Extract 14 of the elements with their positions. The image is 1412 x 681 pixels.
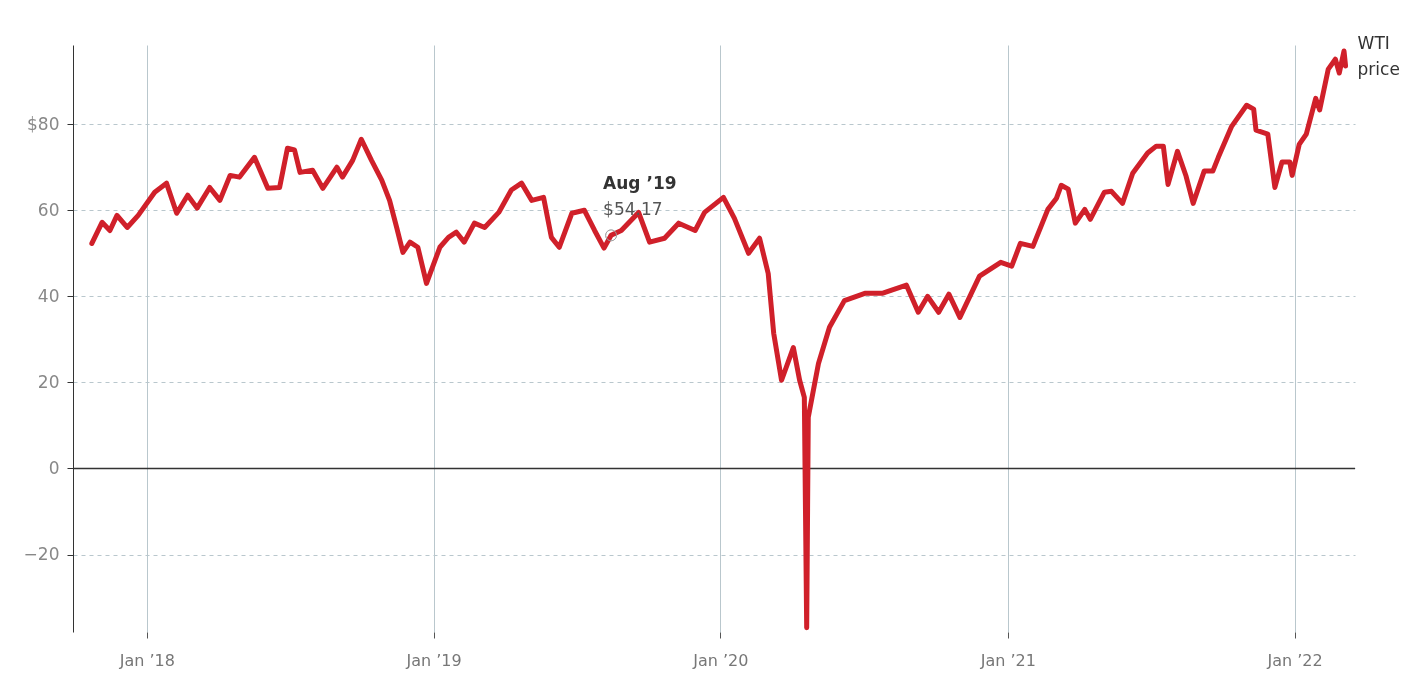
y-tick-label: 20: [37, 371, 60, 392]
y-tick-label: 60: [37, 199, 60, 220]
x-tick-label: Jan ’19: [405, 650, 462, 670]
annotation: Aug ’19: [603, 173, 677, 194]
x-tick-label: Jan ’21: [979, 650, 1036, 670]
y-tick-label: −20: [23, 544, 60, 565]
y-tick-label: 40: [37, 285, 60, 306]
x-tick-label: Jan ’20: [692, 650, 749, 670]
annotation: $54.17: [603, 199, 663, 220]
series-label: WTI price: [1357, 33, 1400, 80]
y-tick-label: 0: [48, 457, 60, 478]
x-tick-label: Jan ’18: [118, 650, 175, 670]
y-tick-label: $80: [27, 113, 60, 134]
x-tick-label: Jan ’22: [1266, 650, 1323, 670]
